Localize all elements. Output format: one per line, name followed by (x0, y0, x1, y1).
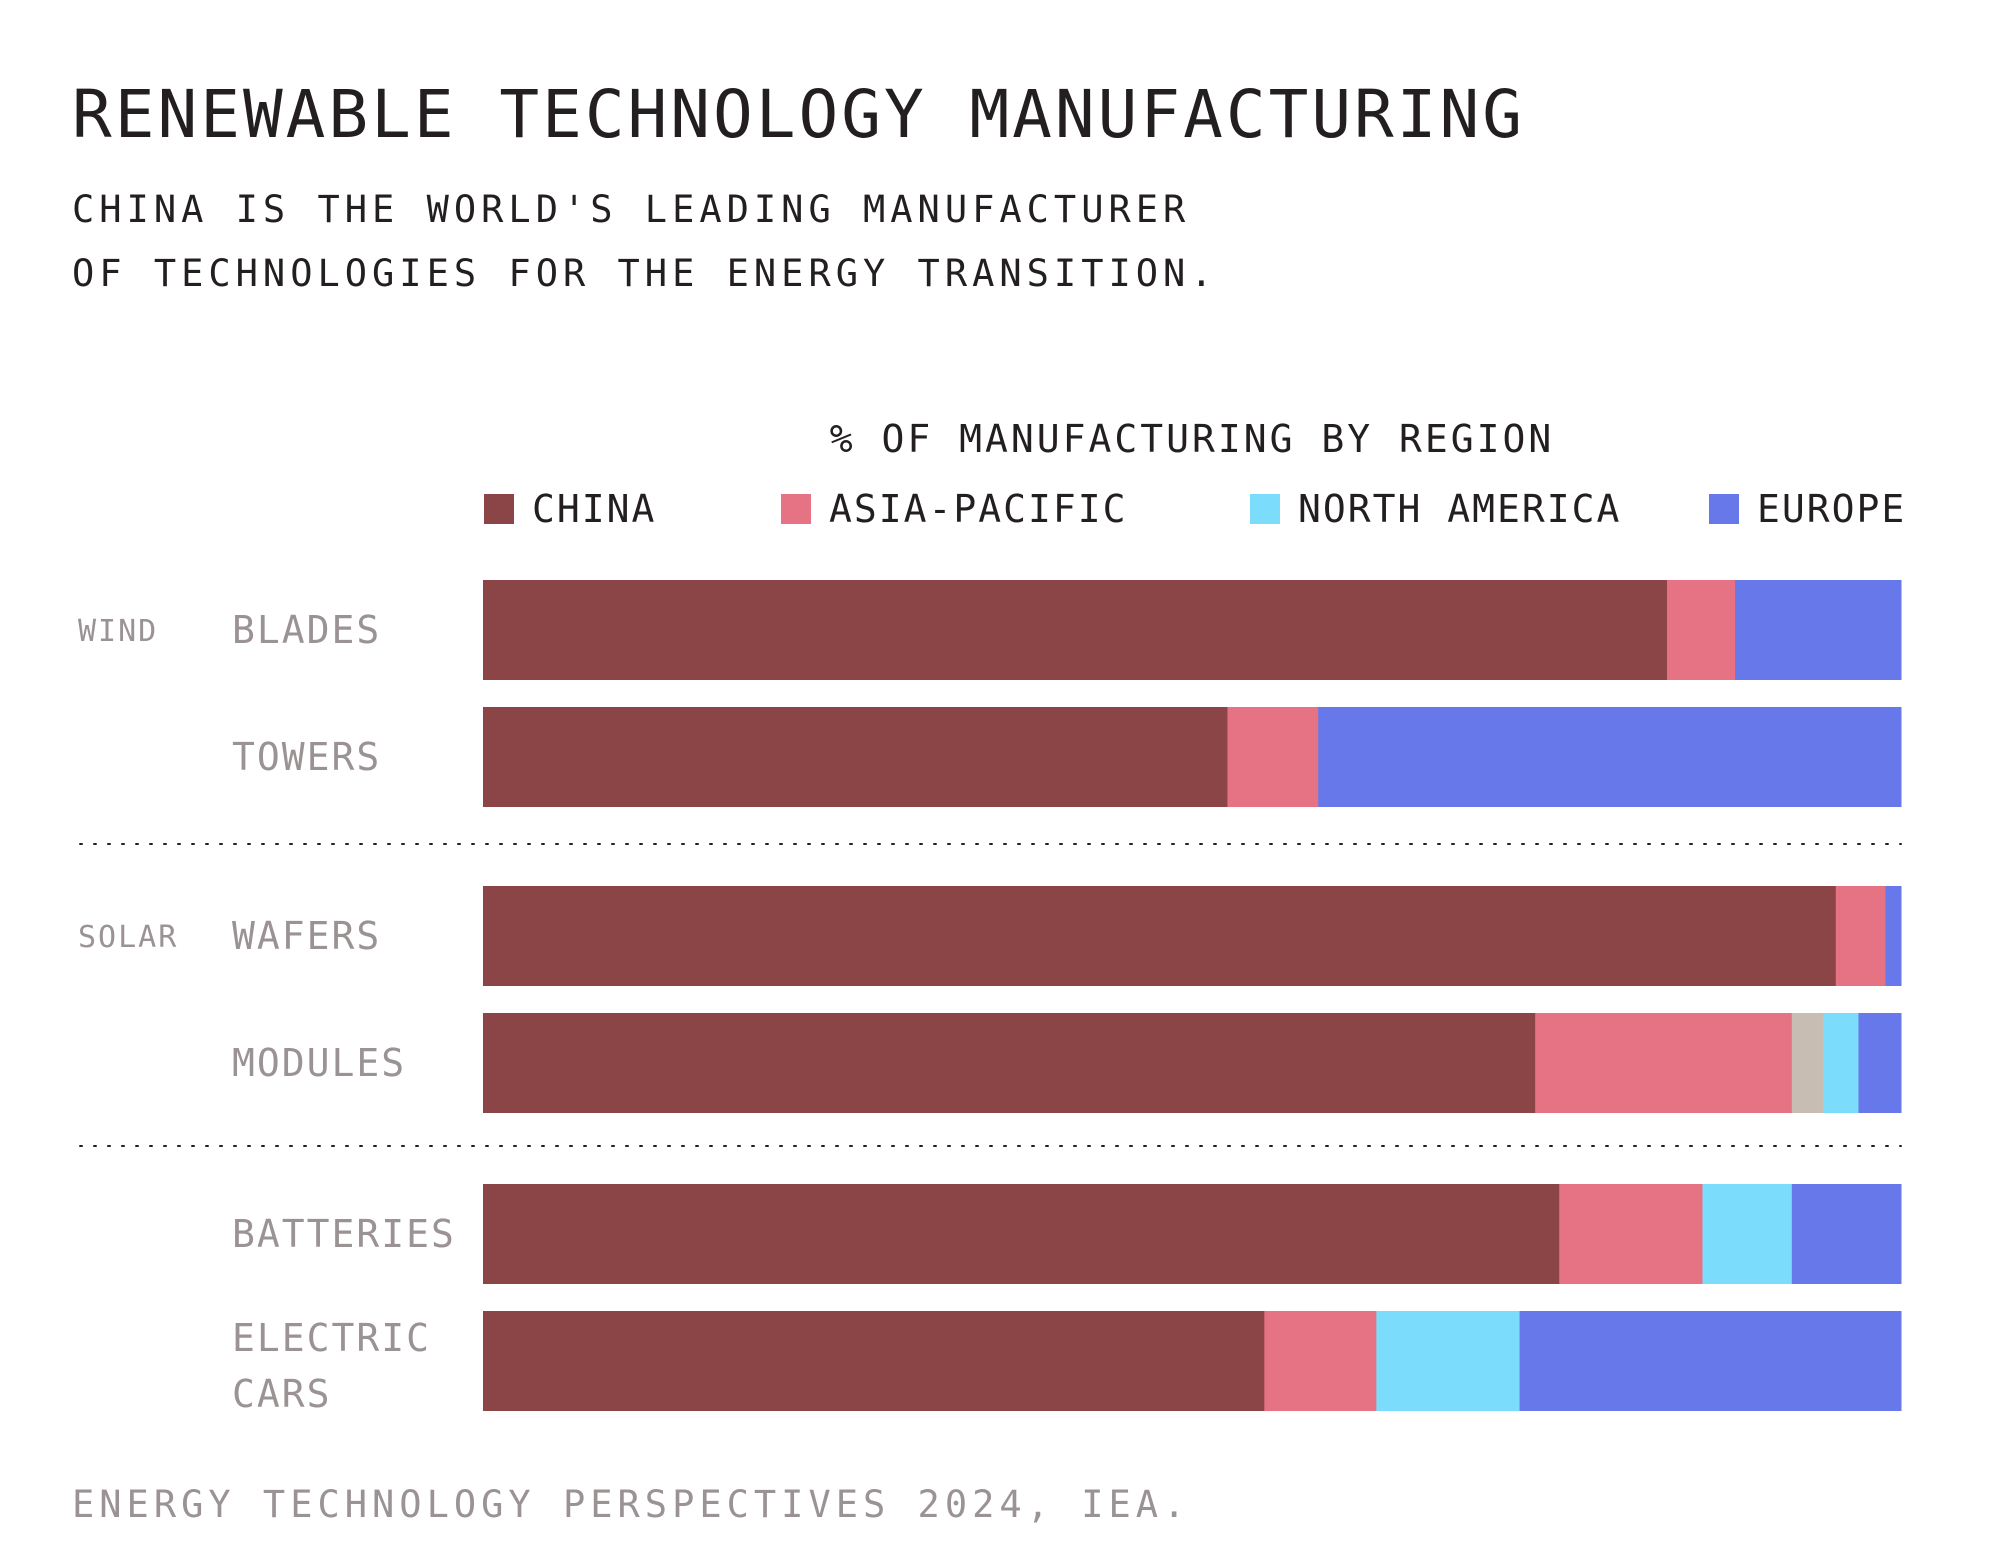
subtitle-line-1: CHINA IS THE WORLD'S LEADING MANUFACTURE… (72, 188, 1191, 231)
legend-label-europe: EUROPE (1757, 487, 1906, 531)
legend-label-asia-pacific: ASIA-PACIFIC (829, 487, 1128, 531)
bar-blades-europe (1735, 580, 1902, 680)
bar-towers-china (483, 707, 1228, 807)
category-label-line: CARS (232, 1372, 332, 1416)
bar-wafers-asia-pacific (1835, 886, 1886, 986)
bar-towers-europe (1318, 707, 1902, 807)
bar-modules-europe (1858, 1013, 1902, 1113)
bar-blades-asia-pacific (1667, 580, 1736, 680)
bar-modules-china (483, 1013, 1536, 1113)
legend-swatch-north-america (1250, 494, 1280, 524)
bar-wafers-china (483, 886, 1837, 986)
category-label-line: ELECTRIC (232, 1316, 431, 1360)
bar-modules-north-america (1823, 1013, 1859, 1113)
group-label-wind: WIND (78, 614, 158, 649)
bar-batteries-china (483, 1184, 1560, 1284)
category-label-modules: MODULES (232, 1041, 406, 1085)
bar-modules-other-2 (1791, 1013, 1824, 1113)
category-label-electric-cars: ELECTRIC CARS (232, 1316, 431, 1416)
bar-wafers-europe (1885, 886, 1902, 986)
category-label-wafers: WAFERS (232, 914, 381, 958)
bar-electric-cars-china (483, 1311, 1265, 1411)
group-label-solar: SOLAR (78, 920, 178, 955)
bar-blades-china (483, 580, 1668, 680)
legend-label-north-america: NORTH AMERICA (1298, 487, 1621, 531)
subtitle-line-2: OF TECHNOLOGIES FOR THE ENERGY TRANSITIO… (72, 252, 1218, 295)
bar-towers-asia-pacific (1227, 707, 1319, 807)
bar-modules-asia-pacific (1535, 1013, 1793, 1113)
category-label-batteries: BATTERIES (232, 1212, 456, 1256)
legend-label-china: CHINA (532, 487, 656, 531)
page-title: RENEWABLE TECHNOLOGY MANUFACTURING (72, 76, 1526, 153)
bar-batteries-north-america (1702, 1184, 1793, 1284)
category-label-blades: BLADES (232, 608, 381, 652)
page-subtitle: CHINA IS THE WORLD'S LEADING MANUFACTURE… (72, 178, 1218, 306)
bar-electric-cars-asia-pacific (1264, 1311, 1377, 1411)
category-label-towers: TOWERS (232, 735, 381, 779)
bar-batteries-europe (1791, 1184, 1902, 1284)
source-note: ENERGY TECHNOLOGY PERSPECTIVES 2024, IEA… (72, 1483, 1191, 1526)
legend-swatch-asia-pacific (781, 494, 811, 524)
bar-electric-cars-north-america (1376, 1311, 1521, 1411)
bar-batteries-asia-pacific (1559, 1184, 1703, 1284)
bar-electric-cars-europe (1519, 1311, 1902, 1411)
legend-swatch-europe (1709, 494, 1739, 524)
chart-heading: % OF MANUFACTURING BY REGION (830, 417, 1555, 461)
legend-swatch-china (484, 494, 514, 524)
